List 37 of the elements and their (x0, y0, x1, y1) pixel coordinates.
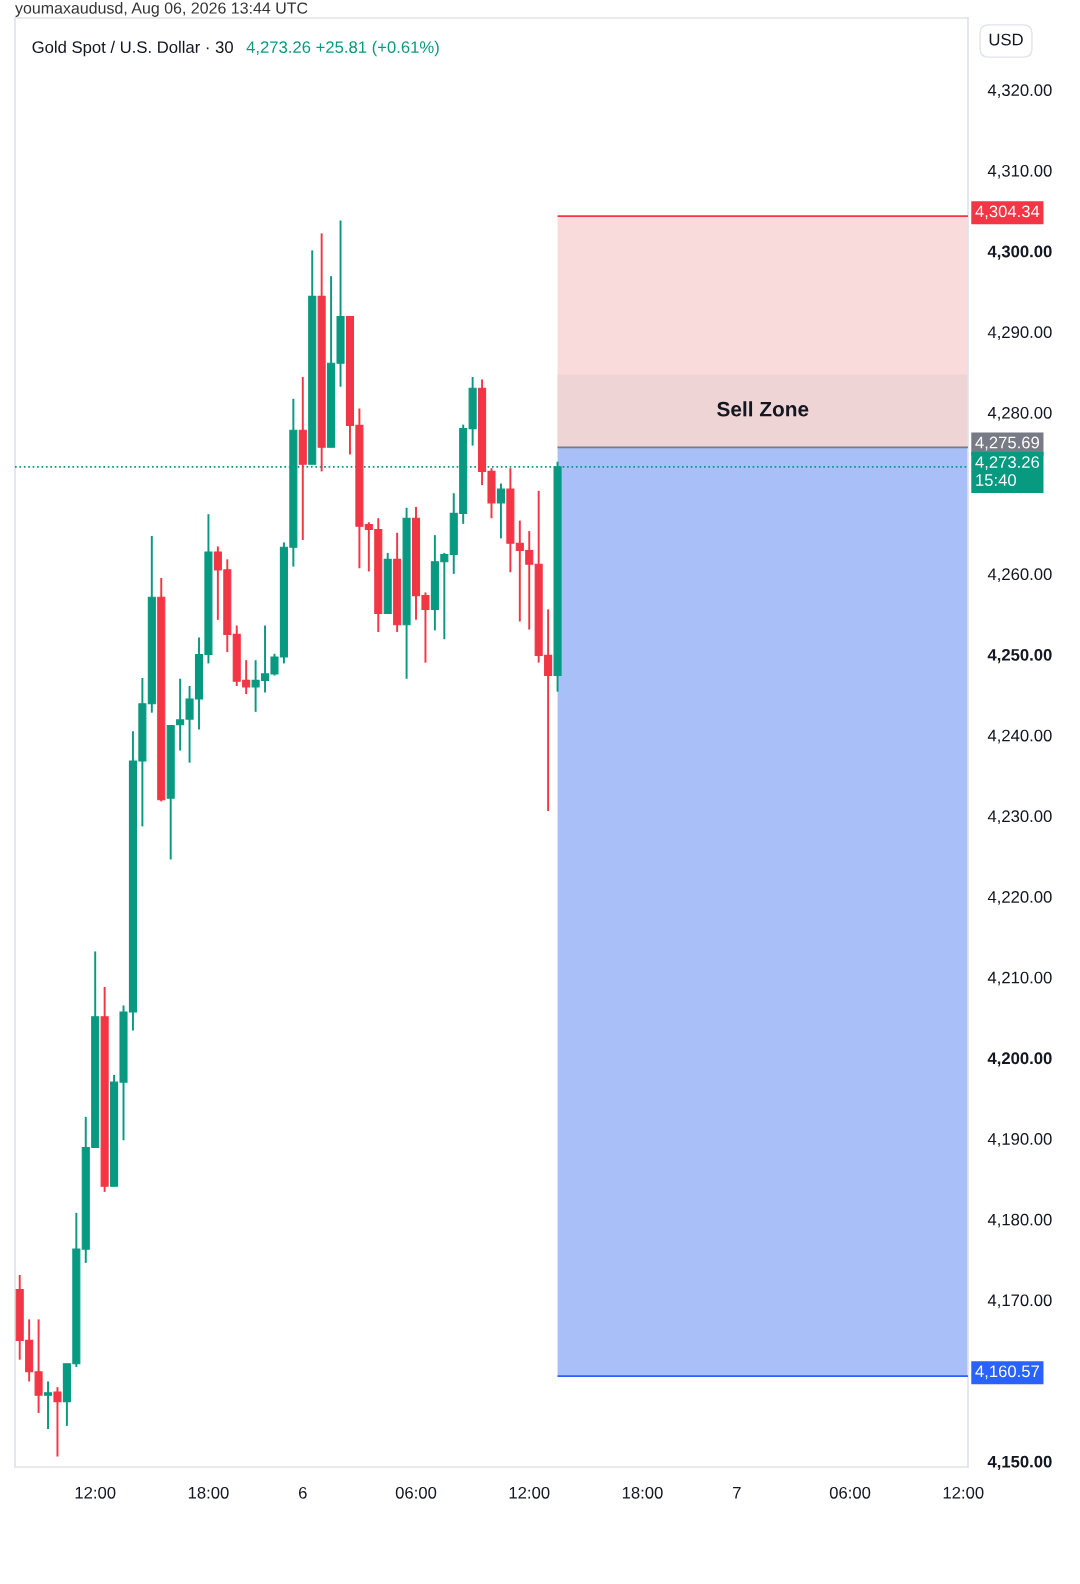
y-tick-label: 4,190.00 (987, 1133, 1052, 1147)
x-tick-label: 12:00 (75, 1486, 116, 1499)
ref-line-label: 4,160.57 (975, 1365, 1039, 1380)
x-tick-label: 18:00 (188, 1486, 229, 1499)
y-tick-label: 4,150.00 (987, 1455, 1052, 1470)
ref-line-label: 4,273.26 15:40 (975, 456, 1040, 486)
y-tick-label: 4,200.00 (987, 1052, 1052, 1067)
text: 4,273.26 +25.81 (+0.61%) (246, 40, 439, 57)
y-tick-label: 4,220.00 (987, 891, 1052, 905)
text: youmaxaudusd, Aug 06, 2026 13:44 UTC (15, 2, 308, 17)
x-tick-label: 7 (733, 1487, 741, 1499)
y-tick-label: 4,250.00 (987, 648, 1052, 664)
candlestick (53, 1386, 62, 1458)
x-tick-label: 12:00 (509, 1486, 550, 1499)
ref-line-label: 4,275.69 (975, 436, 1040, 451)
y-tick-label: 4,260.00 (987, 568, 1052, 583)
y-tick-label: 4,300.00 (987, 245, 1052, 260)
y-tick-label: 4,280.00 (987, 406, 1052, 421)
y-tick-label: 4,230.00 (987, 810, 1052, 825)
band-label: Sell Zone (717, 401, 809, 417)
x-tick-label: 18:00 (622, 1486, 663, 1499)
y-tick-label: 4,170.00 (987, 1294, 1052, 1309)
y-tick-label: 4,320.00 (987, 84, 1052, 98)
y-tick-label: 4,240.00 (987, 729, 1052, 744)
text: Gold Spot / U.S. Dollar · 30 (32, 40, 233, 57)
x-tick-label: 06:00 (829, 1486, 871, 1499)
x-tick-label: 12:00 (943, 1486, 984, 1499)
y-tick-label: 4,310.00 (987, 164, 1052, 179)
candlestick (43, 1380, 53, 1431)
x-tick-label: 06:00 (395, 1486, 437, 1499)
y-tick-label: 4,290.00 (987, 326, 1052, 341)
y-axis-title: USD (989, 33, 1023, 46)
candlestick (496, 482, 505, 540)
ref-line-label: 4,304.34 (975, 205, 1040, 220)
y-tick-label: 4,180.00 (987, 1213, 1052, 1228)
x-tick-label: 6 (299, 1486, 307, 1499)
y-tick-label: 4,210.00 (987, 971, 1052, 986)
